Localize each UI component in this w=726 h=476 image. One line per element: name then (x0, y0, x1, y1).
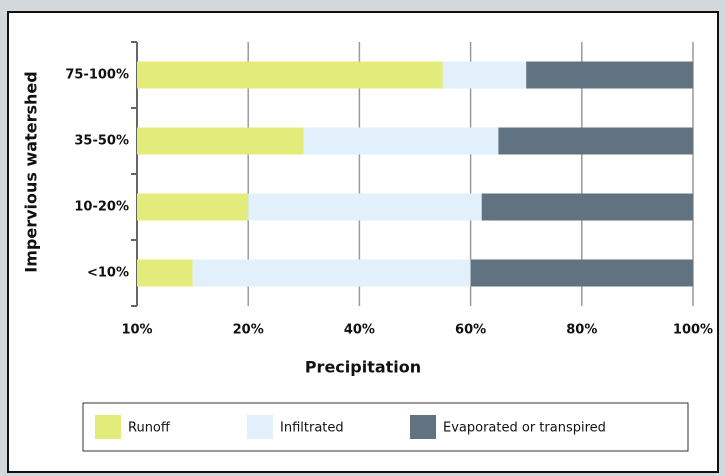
y-tick-label: 10-20% (74, 200, 129, 215)
bar-segment (248, 193, 482, 221)
bar-segment (498, 127, 693, 155)
x-tick-label: 60% (455, 323, 486, 338)
panel (7, 11, 719, 473)
y-tick-label: 35-50% (74, 134, 129, 149)
bar-segment (442, 61, 527, 89)
bar-segment (303, 127, 499, 155)
bar-segment (137, 193, 249, 221)
legend-label: Evaporated or transpired (443, 421, 606, 436)
y-tick-label: <10% (87, 266, 129, 281)
bar-segment (481, 193, 693, 221)
bar-segment (192, 259, 471, 287)
bar-segment (137, 127, 304, 155)
x-tick-label: 20% (233, 323, 264, 338)
bar-segment (137, 61, 443, 89)
bar-segment (137, 259, 193, 287)
x-axis-title: Precipitation (305, 358, 421, 377)
bar-segment (470, 259, 693, 287)
y-axis-title: Impervious watershed (22, 71, 41, 272)
x-tick-label: 80% (566, 323, 597, 338)
legend-swatch (95, 415, 121, 439)
legend-swatch (410, 415, 436, 439)
x-tick-label: 40% (344, 323, 375, 338)
x-tick-label: 10% (121, 323, 152, 338)
legend-swatch (247, 415, 273, 439)
bar-segment (526, 61, 693, 89)
legend-label: Infiltrated (280, 421, 344, 436)
y-tick-label: 75-100% (65, 68, 129, 83)
legend-box (82, 402, 689, 452)
x-tick-label: 100% (673, 323, 713, 338)
legend-label: Runoff (128, 421, 171, 436)
